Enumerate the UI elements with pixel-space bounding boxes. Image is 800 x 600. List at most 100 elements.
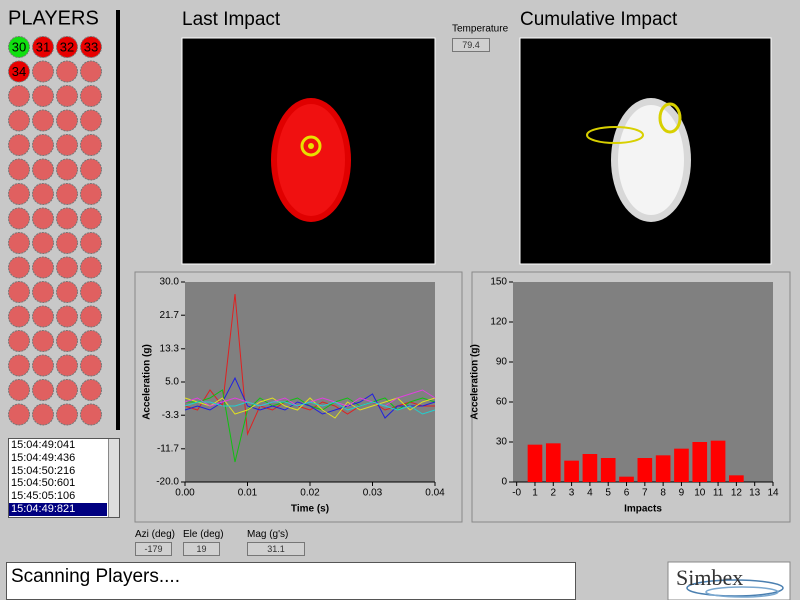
impact-bar [637, 458, 653, 482]
player-button[interactable] [56, 109, 78, 132]
player-button[interactable] [32, 183, 54, 205]
player-button[interactable] [80, 36, 102, 58]
player-button[interactable] [8, 36, 30, 58]
player-button[interactable] [80, 379, 102, 401]
time-item[interactable]: 15:04:49:436 [11, 451, 76, 464]
x-tick-label: 11 [713, 488, 724, 499]
player-button[interactable] [80, 207, 102, 230]
time-item[interactable]: 15:04:49:041 [11, 439, 76, 451]
player-button[interactable] [32, 403, 54, 426]
player-button[interactable] [8, 354, 30, 377]
player-button[interactable] [80, 232, 102, 254]
player-button[interactable] [32, 281, 54, 303]
player-button[interactable] [80, 256, 102, 279]
x-tick-label: 7 [642, 488, 648, 499]
player-button[interactable] [80, 354, 102, 377]
time-item[interactable]: 15:45:05:106 [11, 490, 76, 503]
y-tick-label: -11.7 [157, 443, 179, 454]
player-number: 31 [36, 39, 50, 54]
red-head [271, 98, 351, 222]
player-button[interactable] [8, 256, 30, 279]
player-button[interactable] [80, 60, 102, 83]
player-button[interactable] [32, 85, 54, 107]
player-button[interactable] [80, 85, 102, 107]
player-button[interactable] [8, 134, 30, 156]
player-button[interactable] [8, 232, 30, 254]
player-button[interactable] [8, 60, 30, 83]
last-impact-title: Last Impact [182, 9, 281, 30]
time-item[interactable]: 15:04:50:216 [11, 464, 76, 477]
ele-label: Ele (deg) [183, 529, 224, 540]
player-button[interactable] [8, 109, 30, 132]
player-button[interactable] [56, 379, 78, 401]
player-button[interactable] [56, 305, 78, 328]
player-button[interactable] [56, 158, 78, 181]
impact-bar [729, 475, 744, 482]
player-button[interactable] [8, 305, 30, 328]
player-button[interactable] [8, 207, 30, 230]
player-button[interactable] [56, 232, 78, 254]
player-button[interactable] [56, 403, 78, 426]
player-button[interactable] [32, 158, 54, 181]
player-button[interactable] [32, 60, 54, 83]
scrollbar[interactable] [108, 439, 119, 517]
player-button[interactable] [80, 109, 102, 132]
accel-line [184, 376, 436, 419]
player-button[interactable] [8, 158, 30, 181]
x-axis-label: Impacts [624, 504, 662, 515]
y-tick-label: -3.3 [162, 410, 180, 421]
x-tick-label: 3 [569, 488, 575, 499]
player-button[interactable] [80, 183, 102, 205]
player-button[interactable] [8, 379, 30, 401]
player-button[interactable] [56, 330, 78, 352]
player-button[interactable] [8, 330, 30, 352]
time-item[interactable]: 15:04:49:821 [9, 502, 107, 516]
player-button[interactable] [56, 183, 78, 205]
plot-area [185, 282, 435, 482]
time-list[interactable]: 15:04:49:041 15:04:49:436 15:04:50:216 15:0… [8, 438, 120, 518]
time-item[interactable]: 15:04:50:601 [11, 477, 76, 490]
player-button[interactable] [56, 85, 78, 107]
accel-line [184, 397, 436, 419]
player-button[interactable] [56, 207, 78, 230]
y-tick-label: 13.3 [160, 343, 180, 354]
player-button[interactable] [8, 183, 30, 205]
y-axis-label: Acceleration (g) [142, 344, 153, 420]
status-bar: Scanning Players.... [6, 562, 576, 600]
player-button[interactable] [56, 134, 78, 156]
white-head [586, 98, 691, 222]
player-buttons: 30 31 32 33 34 [8, 36, 102, 426]
player-button[interactable] [80, 330, 102, 352]
player-button[interactable] [32, 232, 54, 254]
player-button[interactable] [80, 305, 102, 328]
player-button[interactable] [56, 60, 78, 83]
player-button[interactable] [32, 36, 54, 58]
player-button[interactable] [32, 354, 54, 377]
player-button[interactable] [56, 354, 78, 377]
player-button[interactable] [56, 281, 78, 303]
player-button[interactable] [80, 158, 102, 181]
y-tick-label: 150 [490, 277, 507, 288]
player-button[interactable] [32, 256, 54, 279]
x-tick-label: -0 [512, 488, 521, 499]
player-button[interactable] [32, 379, 54, 401]
player-number: 32 [60, 39, 74, 54]
player-button[interactable] [32, 330, 54, 352]
player-button[interactable] [32, 109, 54, 132]
player-button[interactable] [56, 36, 78, 58]
x-tick-label: 12 [731, 488, 743, 499]
simbex-logo: Simbex [667, 561, 791, 600]
player-button[interactable] [8, 403, 30, 426]
player-button[interactable] [80, 281, 102, 303]
player-button[interactable] [8, 281, 30, 303]
player-button[interactable] [56, 256, 78, 279]
player-button[interactable] [80, 403, 102, 426]
player-button[interactable] [32, 305, 54, 328]
player-button[interactable] [32, 207, 54, 230]
accel-line [184, 401, 436, 415]
player-button[interactable] [32, 134, 54, 156]
y-tick-label: 0 [501, 477, 507, 488]
player-button[interactable] [8, 85, 30, 107]
player-button[interactable] [80, 134, 102, 156]
x-tick-label: 0.01 [238, 488, 258, 499]
